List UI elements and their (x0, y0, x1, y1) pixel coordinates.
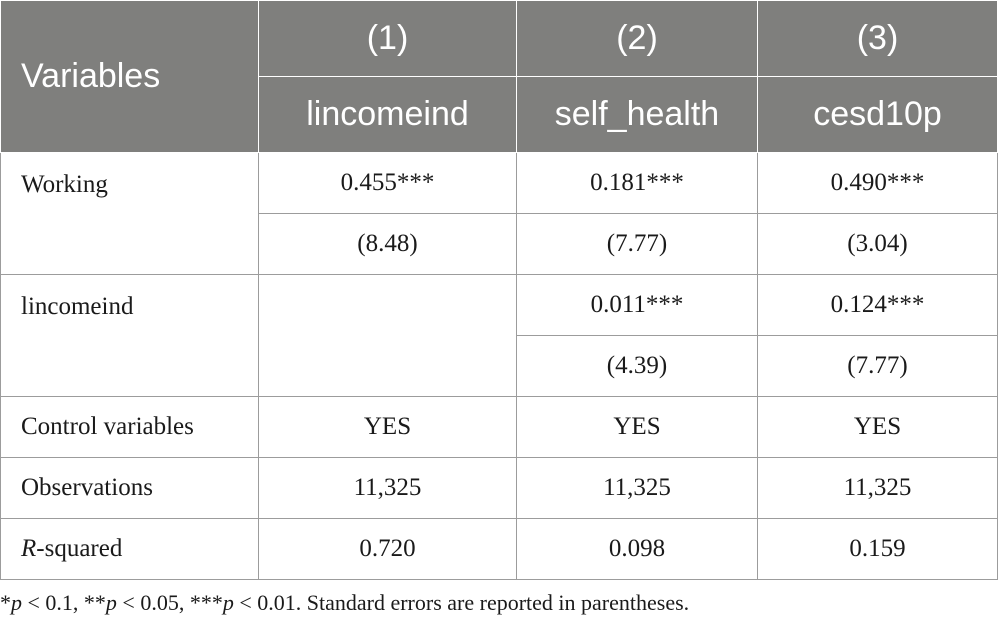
cell-lincomeind-empty (258, 274, 517, 397)
cell-lincomeind-t-2: (4.39) (516, 335, 758, 397)
cell-working-t-1: (8.48) (258, 213, 517, 275)
table-row-controls: Control variables YES YES YES (0, 396, 998, 458)
table-row-working-coef: Working 0.455*** 0.181*** 0.490*** (0, 152, 998, 275)
cell-rsquared-3: 0.159 (757, 518, 998, 580)
cell-lincomeind-t-3: (7.77) (757, 335, 998, 397)
row-label-working: Working (0, 152, 259, 275)
header-name-3: cesd10p (757, 76, 998, 153)
cell-observations-1: 11,325 (258, 457, 517, 519)
row-label-lincomeind: lincomeind (0, 274, 259, 397)
cell-controls-3: YES (757, 396, 998, 458)
header-variables: Variables (0, 0, 259, 153)
table-row-lincomeind-coef: lincomeind 0.011*** 0.124*** (0, 274, 998, 397)
rsquared-label-rest: -squared (36, 535, 123, 562)
rsquared-italic-r: R (21, 535, 37, 562)
header-col-3: (3) (757, 0, 998, 77)
cell-working-coef-2: 0.181*** (516, 152, 758, 214)
row-label-observations: Observations (0, 457, 259, 519)
table-row-working-t: (8.48) (7.77) (3.04) (1, 213, 998, 275)
cell-working-t-3: (3.04) (757, 213, 998, 275)
footnote-p1: p (11, 590, 22, 615)
cell-lincomeind-coef-2: 0.011*** (516, 274, 758, 336)
cell-working-t-2: (7.77) (516, 213, 758, 275)
cell-observations-2: 11,325 (516, 457, 758, 519)
table-row-rsquared: R-squared 0.720 0.098 0.159 (0, 518, 998, 580)
footnote-lead: * (0, 590, 11, 615)
footnote-p2: p (105, 590, 117, 615)
footnote-p3: p (222, 590, 234, 615)
header-row-names: lincomeind self_health cesd10p (1, 76, 998, 153)
header-col-1: (1) (258, 0, 517, 77)
footnote-t2: < 0.05, *** (116, 590, 223, 615)
footnote-t3: < 0.01. Standard errors are reported in … (233, 590, 690, 615)
cell-working-coef-1: 0.455*** (258, 152, 517, 214)
cell-rsquared-1: 0.720 (258, 518, 517, 580)
cell-controls-2: YES (516, 396, 758, 458)
regression-table: Variables (1) (2) (3) lincomeind self_he… (0, 0, 998, 580)
header-name-1: lincomeind (258, 76, 517, 153)
cell-controls-1: YES (258, 396, 517, 458)
cell-working-coef-3: 0.490*** (757, 152, 998, 214)
table-row-observations: Observations 11,325 11,325 11,325 (0, 457, 998, 519)
header-name-2: self_health (516, 76, 758, 153)
row-label-rsquared: R-squared (0, 518, 259, 580)
row-label-controls: Control variables (0, 396, 259, 458)
cell-observations-3: 11,325 (757, 457, 998, 519)
header-row-numbers: Variables (1) (2) (3) (0, 0, 998, 153)
table-footnote: *p < 0.1, **p < 0.05, ***p < 0.01. Stand… (0, 590, 689, 616)
table-row-lincomeind-t: (4.39) (7.77) (1, 335, 998, 397)
header-col-2: (2) (516, 0, 758, 77)
cell-rsquared-2: 0.098 (516, 518, 758, 580)
footnote-t1: < 0.1, ** (22, 590, 106, 615)
cell-lincomeind-coef-3: 0.124*** (757, 274, 998, 336)
